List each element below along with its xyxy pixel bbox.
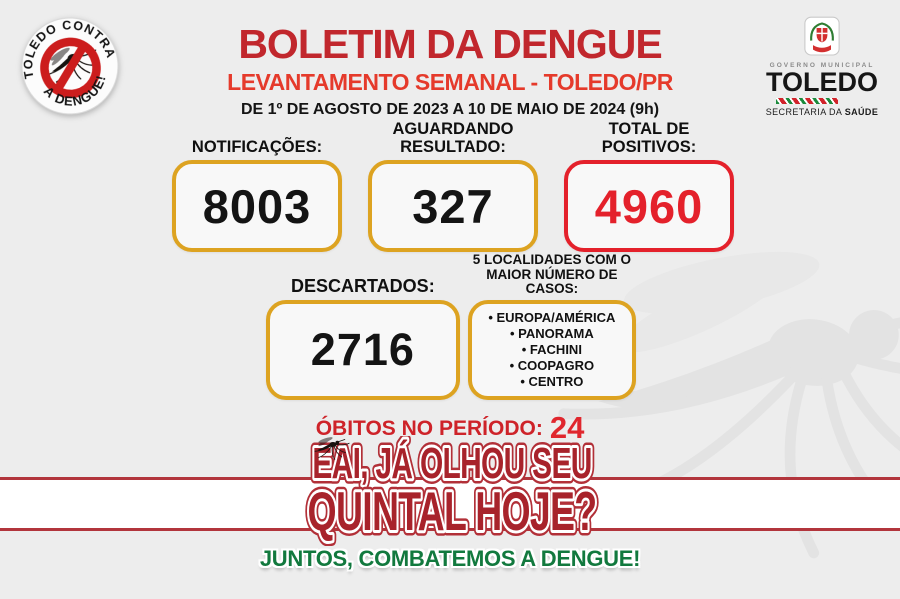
stats-row-1: NOTIFICAÇÕES: 8003 AGUARDANDO RESULTADO:…	[172, 116, 734, 252]
stat-label: NOTIFICAÇÕES:	[191, 137, 323, 156]
gov-logo: GOVERNO MUNICIPAL TOLEDO SECRETARIA DA S…	[762, 16, 882, 117]
gov-eyebrow: GOVERNO MUNICIPAL	[769, 62, 875, 69]
gov-stripes	[776, 98, 838, 104]
page-subtitle: LEVANTAMENTO SEMANAL - TOLEDO/PR	[227, 69, 673, 95]
stat-label: AGUARDANDO RESULTADO:	[392, 120, 514, 156]
stat-value-box: 2716	[266, 300, 460, 400]
stat-value: 4960	[594, 179, 704, 233]
footer-slogan: JUNTOS, COMBATEMOS A DENGUE!	[259, 546, 641, 571]
stat-card-aguardando-resultado: AGUARDANDO RESULTADO: 327	[368, 116, 538, 252]
campaign-badge: TOLEDO CONTRA A DENGUE!	[11, 8, 119, 116]
coat-of-arms-icon	[804, 16, 840, 56]
banner-line2: QUINTAL HOJE?	[308, 480, 597, 542]
no-symbol-icon	[40, 37, 101, 99]
localidades-box: • EUROPA/AMÉRICA • PANORAMA • FACHINI • …	[467, 300, 636, 400]
stat-value: 2716	[310, 324, 415, 375]
list-item: • EUROPA/AMÉRICA	[488, 310, 616, 325]
localidades-list: • EUROPA/AMÉRICA • PANORAMA • FACHINI • …	[488, 310, 615, 390]
stat-card-notificacoes: NOTIFICAÇÕES: 8003	[172, 116, 342, 252]
stats-row-2: DESCARTADOS: 2716 5 LOCALIDADES COM O MA…	[266, 252, 636, 400]
stat-value: 8003	[202, 179, 312, 233]
gov-secretariat-prefix: SECRETARIA DA	[765, 107, 845, 117]
stat-label: DESCARTADOS:	[291, 276, 435, 297]
obitos-value: 24	[549, 410, 585, 445]
period-label: DE 1º DE AGOSTO DE 2023 A 10 DE MAIO DE …	[240, 101, 660, 118]
gov-secretariat: SECRETARIA DA SAÚDE	[762, 107, 882, 117]
page-title: BOLETIM DA DENGUE	[238, 21, 662, 67]
stat-card-descartados: DESCARTADOS: 2716	[266, 260, 460, 400]
stat-card-total-positivos: TOTAL DE POSITIVOS: 4960	[564, 116, 734, 252]
stat-card-localidades: 5 LOCALIDADES COM O MAIOR NÚMERO DE CASO…	[467, 252, 636, 400]
gov-city-name: TOLEDO	[765, 67, 878, 97]
campaign-banner: EAI, JÁ OLHOU SEU EAI, JÁ OLHOU SEU EAI,…	[303, 436, 602, 546]
stat-value-box: 8003	[172, 160, 342, 252]
list-item: • COOPAGRO	[509, 358, 595, 373]
footer: JUNTOS, COMBATEMOS A DENGUE!	[0, 546, 900, 572]
list-item: • PANORAMA	[509, 326, 594, 341]
stat-value-box: 327	[368, 160, 538, 252]
mosquito-icon	[306, 432, 350, 460]
list-item: • FACHINI	[521, 342, 582, 357]
stat-label: 5 LOCALIDADES COM O MAIOR NÚMERO DE CASO…	[472, 252, 631, 296]
header: BOLETIM DA DENGUE LEVANTAMENTO SEMANAL -…	[160, 24, 740, 118]
stat-label: TOTAL DE POSITIVOS:	[601, 120, 697, 156]
obitos-label: ÓBITOS NO PERÍODO:	[315, 417, 543, 440]
stat-value-box: 4960	[564, 160, 734, 252]
gov-secretariat-bold: SAÚDE	[844, 107, 879, 117]
stat-value: 327	[412, 179, 494, 233]
obitos-line: ÓBITOS NO PERÍODO: 24	[0, 410, 900, 446]
list-item: • CENTRO	[520, 374, 584, 389]
